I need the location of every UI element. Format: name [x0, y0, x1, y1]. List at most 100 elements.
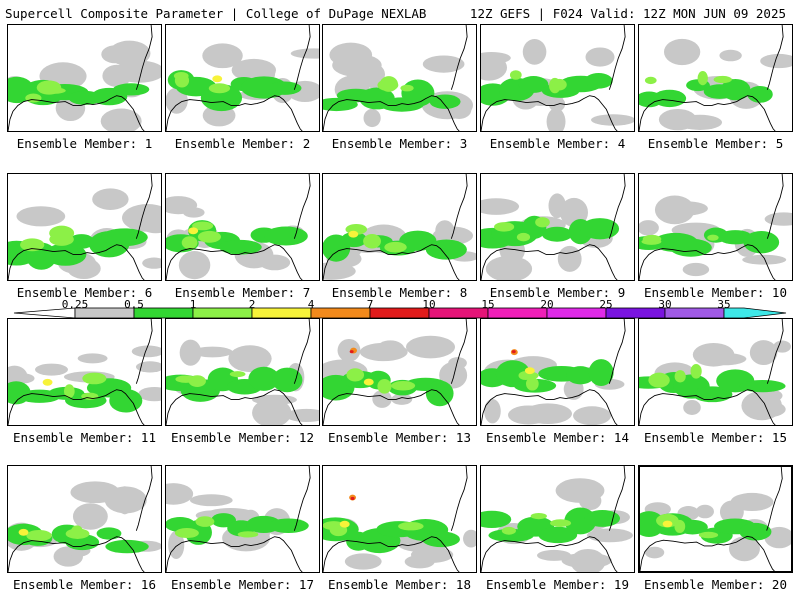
scp-low-area — [728, 536, 760, 562]
scp-low-area — [372, 390, 392, 408]
scp-low-area — [752, 388, 783, 403]
member-caption-2: Ensemble Member: 2 — [174, 136, 311, 151]
member-panel-9[interactable] — [480, 173, 635, 281]
scp-green-area — [112, 83, 150, 96]
scp-low-area — [536, 549, 572, 561]
scp-light-green-area — [174, 528, 199, 539]
gulf-coastline — [166, 95, 303, 131]
member-panel-8[interactable] — [322, 173, 477, 281]
member-panel-6[interactable] — [7, 173, 162, 281]
member-caption-19: Ensemble Member: 19 — [486, 577, 629, 592]
scp-yellow-area — [363, 378, 374, 386]
scale-swatch — [192, 307, 253, 319]
gulf-coastline — [323, 389, 460, 425]
scp-green-area — [495, 360, 531, 388]
scp-low-area — [168, 530, 185, 560]
scp-low-area — [252, 394, 297, 405]
member-panel-5[interactable] — [638, 24, 793, 132]
scp-low-area — [252, 398, 292, 425]
member-map-18 — [323, 466, 476, 572]
scp-light-green-area — [494, 222, 515, 232]
scp-yellow-area — [188, 227, 199, 235]
scp-light-green-area — [674, 519, 686, 534]
scp-light-green-area — [237, 531, 259, 538]
scp-low-area — [140, 216, 161, 234]
scp-low-area — [573, 406, 612, 425]
member-panel-20[interactable] — [638, 465, 793, 573]
scp-green-area — [429, 94, 461, 109]
scp-low-area — [484, 398, 501, 424]
scp-light-green-area — [175, 375, 197, 383]
gulf-coastline — [639, 244, 776, 280]
member-panel-17[interactable] — [165, 465, 320, 573]
member-panel-1[interactable] — [7, 24, 162, 132]
scp-low-area — [508, 405, 549, 425]
scp-light-green-area — [530, 512, 547, 520]
scp-light-green-area — [379, 76, 398, 92]
scp-light-green-area — [690, 363, 702, 379]
member-map-10 — [639, 174, 792, 280]
scp-low-area — [135, 361, 161, 373]
scp-low-area — [92, 188, 129, 210]
scp-light-green-area — [363, 234, 382, 249]
scp-green-area — [566, 366, 595, 385]
member-panel-3[interactable] — [322, 24, 477, 132]
scp-green-area — [425, 239, 467, 260]
gulf-coastline — [323, 536, 460, 572]
scp-light-green-area — [208, 83, 231, 94]
member-map-14 — [481, 319, 626, 425]
scp-green-area — [652, 89, 687, 108]
member-panel-18[interactable] — [322, 465, 477, 573]
scp-green-area — [248, 366, 280, 391]
member-panel-12[interactable] — [165, 318, 320, 426]
scp-green-area — [720, 78, 751, 101]
atlantic-coastline — [135, 174, 153, 239]
scp-low-area — [323, 262, 356, 280]
scp-green-area — [481, 510, 512, 529]
member-panel-19[interactable] — [480, 465, 635, 573]
scp-green-area — [743, 231, 780, 254]
atlantic-coastline — [450, 466, 468, 531]
scp-green-area — [268, 518, 309, 534]
member-panel-14[interactable] — [480, 318, 635, 426]
scale-tick-label: 0.5 — [124, 298, 144, 311]
scp-low-area — [70, 481, 120, 504]
member-panel-15[interactable] — [638, 318, 793, 426]
scp-light-green-area — [713, 75, 732, 84]
member-caption-16: Ensemble Member: 16 — [13, 577, 156, 592]
atlantic-coastline — [608, 466, 626, 531]
member-panel-7[interactable] — [165, 173, 320, 281]
scp-low-area — [522, 39, 547, 65]
scp-low-area — [114, 60, 161, 83]
member-panel-13[interactable] — [322, 318, 477, 426]
atlantic-coastline — [293, 25, 311, 90]
member-panel-10[interactable] — [638, 173, 793, 281]
atlantic-coastline — [766, 174, 784, 239]
member-map-4 — [481, 25, 634, 131]
atlantic-coastline — [135, 466, 153, 531]
atlantic-coastline — [766, 319, 784, 384]
scp-green-area — [584, 510, 621, 527]
scp-light-green-area — [36, 80, 62, 95]
scp-low-area — [166, 87, 188, 114]
scale-tick-label: 1 — [189, 298, 197, 311]
scp-green-area — [44, 243, 87, 266]
member-panel-2[interactable] — [165, 24, 320, 132]
scp-light-green-area — [195, 516, 215, 527]
scale-swatch — [546, 307, 607, 319]
scp-low-area — [142, 257, 161, 269]
scp-light-green-area — [707, 234, 719, 241]
scp-green-area — [399, 230, 437, 251]
gulf-coastline — [481, 389, 618, 425]
color-scale-bar — [13, 307, 787, 319]
scp-low-area — [701, 352, 747, 366]
scp-low-area — [439, 361, 468, 389]
scale-swatch — [428, 307, 489, 319]
scp-low-area — [376, 340, 405, 359]
member-panel-16[interactable] — [7, 465, 162, 573]
gulf-coastline — [166, 389, 303, 425]
scale-tick-label: 20 — [540, 298, 554, 311]
member-panel-4[interactable] — [480, 24, 635, 132]
member-caption-14: Ensemble Member: 14 — [486, 430, 629, 445]
member-panel-11[interactable] — [7, 318, 162, 426]
